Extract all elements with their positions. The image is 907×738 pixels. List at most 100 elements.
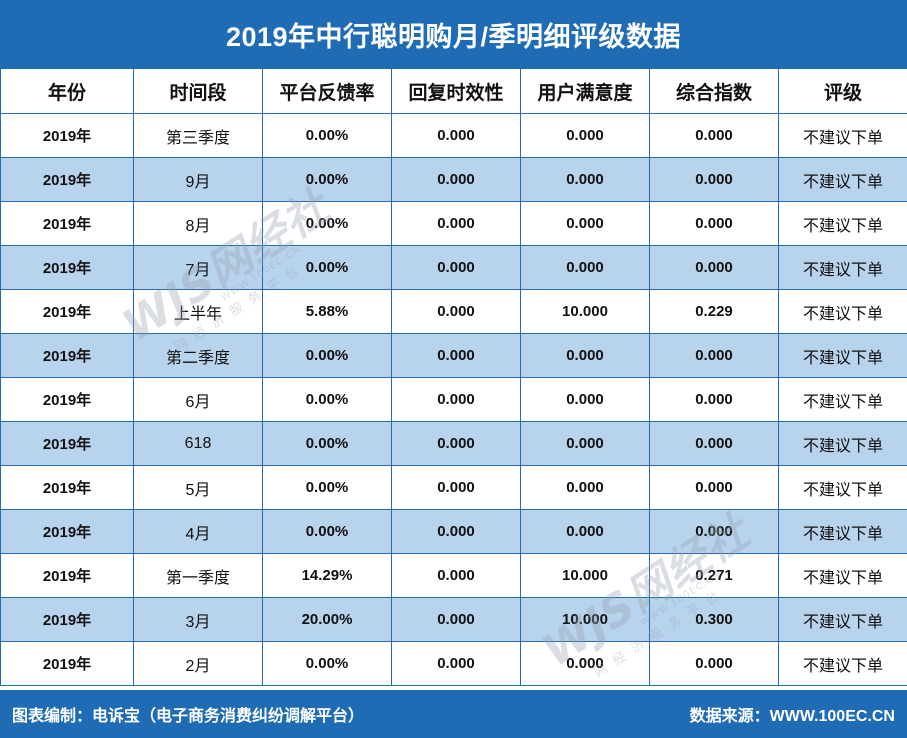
table-row: 2019年 上半年 5.88% 0.000 10.000 0.229 不建议下单: [0, 289, 907, 334]
footer-compiler: 图表编制：电诉宝（电子商务消费纠纷调解平台）: [12, 708, 365, 725]
feedback-rate-cell: 0.00%: [262, 333, 392, 378]
composite-index-cell: 0.300: [649, 597, 779, 642]
feedback-rate-cell: 0.00%: [262, 245, 392, 290]
feedback-rate-cell: 5.88%: [262, 289, 392, 334]
table-row: 2019年 3月 20.00% 0.000 10.000 0.300 不建议下单: [0, 597, 907, 642]
composite-index-cell: 0.000: [649, 377, 779, 422]
feedback-rate-cell: 0.00%: [262, 377, 392, 422]
rating-cell: 不建议下单: [778, 465, 907, 510]
satisfaction-cell: 0.000: [520, 421, 650, 466]
reply-timeliness-cell: 0.000: [391, 377, 521, 422]
rating-cell: 不建议下单: [778, 113, 907, 158]
period-cell: 3月: [133, 597, 263, 642]
period-cell: 第三季度: [133, 113, 263, 158]
reply-timeliness-cell: 0.000: [391, 245, 521, 290]
satisfaction-cell: 0.000: [520, 201, 650, 246]
year-cell: 2019年: [0, 509, 134, 554]
period-cell: 5月: [133, 465, 263, 510]
footer-bar: 图表编制：电诉宝（电子商务消费纠纷调解平台） 数据来源：WWW.100EC.CN: [0, 690, 907, 738]
year-cell: 2019年: [0, 465, 134, 510]
column-header-satisfaction: 用户满意度: [520, 68, 650, 114]
satisfaction-cell: 0.000: [520, 113, 650, 158]
reply-timeliness-cell: 0.000: [391, 157, 521, 202]
period-cell: 第二季度: [133, 333, 263, 378]
table-row: 2019年 4月 0.00% 0.000 0.000 0.000 不建议下单: [0, 509, 907, 554]
year-cell: 2019年: [0, 289, 134, 334]
satisfaction-cell: 10.000: [520, 597, 650, 642]
satisfaction-cell: 10.000: [520, 553, 650, 598]
table-row: 2019年 618 0.00% 0.000 0.000 0.000 不建议下单: [0, 421, 907, 466]
satisfaction-cell: 0.000: [520, 465, 650, 510]
table-row: 2019年 6月 0.00% 0.000 0.000 0.000 不建议下单: [0, 377, 907, 422]
satisfaction-cell: 10.000: [520, 289, 650, 334]
rating-cell: 不建议下单: [778, 289, 907, 334]
year-cell: 2019年: [0, 333, 134, 378]
reply-timeliness-cell: 0.000: [391, 333, 521, 378]
rating-cell: 不建议下单: [778, 333, 907, 378]
period-cell: 7月: [133, 245, 263, 290]
page-title: 2019年中行聪明购月/季明细评级数据: [0, 0, 907, 68]
table-row: 2019年 9月 0.00% 0.000 0.000 0.000 不建议下单: [0, 157, 907, 202]
column-header-composite-index: 综合指数: [649, 68, 779, 114]
rating-cell: 不建议下单: [778, 553, 907, 598]
satisfaction-cell: 0.000: [520, 157, 650, 202]
feedback-rate-cell: 0.00%: [262, 157, 392, 202]
table-row: 2019年 7月 0.00% 0.000 0.000 0.000 不建议下单: [0, 245, 907, 290]
rating-cell: 不建议下单: [778, 201, 907, 246]
composite-index-cell: 0.000: [649, 333, 779, 378]
table-row: 2019年 2月 0.00% 0.000 0.000 0.000 不建议下单: [0, 641, 907, 686]
composite-index-cell: 0.000: [649, 245, 779, 290]
year-cell: 2019年: [0, 157, 134, 202]
feedback-rate-cell: 0.00%: [262, 421, 392, 466]
column-header-period: 时间段: [133, 68, 263, 114]
year-cell: 2019年: [0, 245, 134, 290]
rating-table: 年份 时间段 平台反馈率 回复时效性 用户满意度 综合指数 评级 2019年 第三…: [0, 68, 907, 686]
table-row: 2019年 5月 0.00% 0.000 0.000 0.000 不建议下单: [0, 465, 907, 510]
year-cell: 2019年: [0, 641, 134, 686]
reply-timeliness-cell: 0.000: [391, 465, 521, 510]
feedback-rate-cell: 0.00%: [262, 113, 392, 158]
table-header-row: 年份 时间段 平台反馈率 回复时效性 用户满意度 综合指数 评级: [0, 68, 907, 114]
column-header-reply-timeliness: 回复时效性: [391, 68, 521, 114]
period-cell: 4月: [133, 509, 263, 554]
table-row: 2019年 第三季度 0.00% 0.000 0.000 0.000 不建议下单: [0, 113, 907, 158]
satisfaction-cell: 0.000: [520, 377, 650, 422]
reply-timeliness-cell: 0.000: [391, 289, 521, 334]
year-cell: 2019年: [0, 553, 134, 598]
reply-timeliness-cell: 0.000: [391, 553, 521, 598]
reply-timeliness-cell: 0.000: [391, 421, 521, 466]
feedback-rate-cell: 0.00%: [262, 509, 392, 554]
composite-index-cell: 0.000: [649, 465, 779, 510]
composite-index-cell: 0.000: [649, 509, 779, 554]
rating-cell: 不建议下单: [778, 245, 907, 290]
satisfaction-cell: 0.000: [520, 641, 650, 686]
composite-index-cell: 0.000: [649, 641, 779, 686]
satisfaction-cell: 0.000: [520, 245, 650, 290]
reply-timeliness-cell: 0.000: [391, 597, 521, 642]
composite-index-cell: 0.229: [649, 289, 779, 334]
reply-timeliness-cell: 0.000: [391, 641, 521, 686]
table-row: 2019年 8月 0.00% 0.000 0.000 0.000 不建议下单: [0, 201, 907, 246]
period-cell: 6月: [133, 377, 263, 422]
satisfaction-cell: 0.000: [520, 333, 650, 378]
table-row: 2019年 第一季度 14.29% 0.000 10.000 0.271 不建议下单: [0, 553, 907, 598]
period-cell: 8月: [133, 201, 263, 246]
rating-cell: 不建议下单: [778, 157, 907, 202]
table-row: 2019年 第二季度 0.00% 0.000 0.000 0.000 不建议下单: [0, 333, 907, 378]
column-header-year: 年份: [0, 68, 134, 114]
period-cell: 618: [133, 421, 263, 466]
year-cell: 2019年: [0, 597, 134, 642]
column-header-feedback-rate: 平台反馈率: [262, 68, 392, 114]
composite-index-cell: 0.271: [649, 553, 779, 598]
feedback-rate-cell: 0.00%: [262, 641, 392, 686]
composite-index-cell: 0.000: [649, 113, 779, 158]
table-body: 2019年 第三季度 0.00% 0.000 0.000 0.000 不建议下单 2019年 9…: [0, 113, 907, 686]
footer-source: 数据来源：WWW.100EC.CN: [689, 708, 895, 725]
reply-timeliness-cell: 0.000: [391, 201, 521, 246]
composite-index-cell: 0.000: [649, 157, 779, 202]
rating-cell: 不建议下单: [778, 421, 907, 466]
reply-timeliness-cell: 0.000: [391, 509, 521, 554]
rating-cell: 不建议下单: [778, 641, 907, 686]
feedback-rate-cell: 20.00%: [262, 597, 392, 642]
rating-cell: 不建议下单: [778, 377, 907, 422]
